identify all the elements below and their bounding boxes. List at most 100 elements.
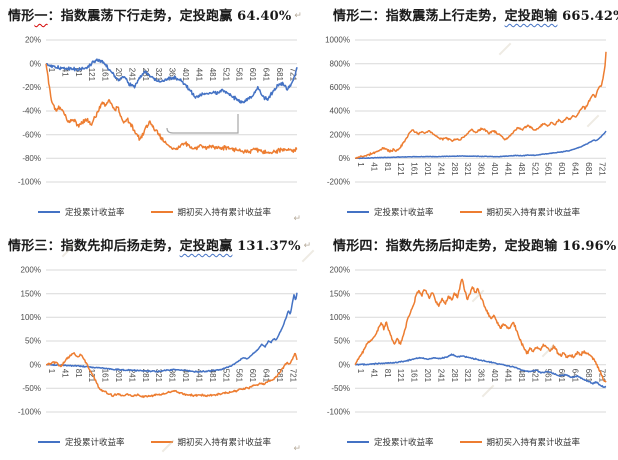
dca-line-swatch (346, 441, 369, 443)
svg-text:521: 521 (530, 369, 539, 383)
chart-panel-scenario-2: 情形二：指数震荡上行走势，定投跑输 665.42%↵ 1000% 800% 600%… (309, 0, 618, 230)
legend-label: 期初买入持有累计收益率 (486, 207, 581, 217)
svg-text:1: 1 (47, 68, 56, 73)
svg-text:401: 401 (490, 369, 499, 383)
svg-text:681: 681 (584, 369, 593, 383)
svg-text:241: 241 (127, 68, 136, 82)
buyhold-line-swatch (459, 211, 482, 213)
svg-text:321: 321 (463, 369, 472, 383)
dca-line-swatch (37, 211, 60, 213)
legend-item-buyhold: 期初买入持有累计收益率 (459, 206, 581, 218)
chart-legend: 定投累计收益率 期初买入持有累计收益率 ↵ (0, 194, 309, 230)
svg-text:0%: 0% (338, 360, 350, 369)
svg-text:-100%: -100% (18, 178, 41, 187)
title-text-red-squiggle: 一 (34, 9, 48, 24)
title-text-blue-squiggle: 定投跑赢 (179, 239, 233, 254)
svg-text:600%: 600% (330, 83, 350, 92)
svg-text:641: 641 (571, 162, 580, 176)
chart-legend: 定投累计收益率 期初买入持有累计收益率 (309, 424, 618, 460)
svg-text:-40%: -40% (22, 107, 41, 116)
svg-text:50%: 50% (25, 337, 41, 346)
svg-text:0%: 0% (338, 154, 350, 163)
line-chart-scenario-2: 1000% 800% 600% 400% 200% 0% -200% 1 41 81 121 161 2… (325, 36, 607, 187)
title-text: 情形 (8, 9, 35, 24)
svg-text:81: 81 (74, 369, 83, 378)
svg-text:681: 681 (275, 68, 284, 82)
buyhold-line-swatch (150, 441, 173, 443)
dca-line-swatch (346, 211, 369, 213)
svg-text:100%: 100% (21, 313, 41, 322)
title-text: 情形三：指数先抑后扬走势， (8, 239, 180, 254)
svg-text:-100%: -100% (18, 408, 41, 417)
legend-item-buyhold: 期初买入持有累计收益率 (150, 206, 272, 218)
svg-text:241: 241 (436, 369, 445, 383)
chart-title-scenario-3: 情形三：指数先抑后扬走势，定投跑赢 131.37% ↵ (0, 230, 311, 256)
svg-text:401: 401 (181, 369, 190, 383)
svg-text:100%: 100% (330, 313, 350, 322)
svg-text:441: 441 (503, 162, 512, 176)
svg-text:441: 441 (503, 369, 512, 383)
svg-text:481: 481 (517, 162, 526, 176)
svg-text:601: 601 (557, 162, 566, 176)
svg-text:201: 201 (423, 162, 432, 176)
svg-text:481: 481 (517, 369, 526, 383)
svg-text:121: 121 (87, 369, 96, 383)
svg-text:321: 321 (463, 162, 472, 176)
svg-text:0%: 0% (29, 59, 41, 68)
legend-label: 期初买入持有累计收益率 (177, 437, 272, 447)
svg-text:281: 281 (450, 162, 459, 176)
svg-text:401: 401 (490, 162, 499, 176)
svg-text:681: 681 (584, 162, 593, 176)
title-text: 131.37% (232, 239, 301, 254)
svg-text:321: 321 (154, 68, 163, 82)
svg-text:161: 161 (410, 369, 419, 383)
svg-text:-50%: -50% (22, 384, 41, 393)
svg-text:281: 281 (141, 369, 150, 383)
svg-text:161: 161 (101, 68, 110, 82)
legend-label: 定投累计收益率 (373, 207, 434, 217)
legend-item-buyhold: 期初买入持有累计收益率 (150, 436, 272, 448)
legend-item-dca: 定投累计收益率 (346, 206, 434, 218)
svg-text:-80%: -80% (22, 154, 41, 163)
svg-text:50%: 50% (334, 337, 350, 346)
legend-label: 定投累计收益率 (373, 437, 434, 447)
svg-text:150%: 150% (330, 289, 350, 298)
svg-text:20%: 20% (25, 36, 41, 45)
svg-text:641: 641 (262, 369, 271, 383)
svg-text:81: 81 (383, 162, 392, 171)
svg-text:121: 121 (396, 162, 405, 176)
svg-text:721: 721 (597, 162, 606, 176)
svg-text:121: 121 (87, 68, 96, 82)
svg-text:-100%: -100% (327, 408, 350, 417)
svg-text:1000%: 1000% (325, 36, 350, 45)
title-text-blue-squiggle: 定投跑输 (504, 9, 558, 24)
svg-text:-200%: -200% (327, 178, 350, 187)
svg-text:161: 161 (410, 162, 419, 176)
svg-text:41: 41 (369, 162, 378, 171)
legend-label: 期初买入持有累计收益率 (177, 207, 272, 217)
title-text: 665.42% (562, 9, 618, 24)
svg-text:521: 521 (221, 369, 230, 383)
chart-title-scenario-4: 情形四：指数先扬后抑走势，定投跑输 16.96%↵ (309, 230, 618, 256)
svg-text:81: 81 (74, 68, 83, 77)
legend-label: 期初买入持有累计收益率 (486, 437, 581, 447)
svg-text:161: 161 (101, 369, 110, 383)
svg-text:361: 361 (168, 68, 177, 82)
buyhold-line-swatch (459, 441, 482, 443)
svg-text:1: 1 (47, 369, 56, 374)
title-text: 情形四：指数先扬后抑走势，定投跑输 16.96% (333, 239, 617, 254)
svg-text:441: 441 (194, 68, 203, 82)
svg-text:800%: 800% (330, 59, 350, 68)
svg-text:81: 81 (383, 369, 392, 378)
title-text: 情形二：指数震荡上行走势， (333, 9, 505, 24)
svg-text:401: 401 (181, 68, 190, 82)
svg-text:721: 721 (288, 369, 297, 383)
chart-title-scenario-1: 情形一：指数震荡下行走势，定投跑赢 64.40% ↵ (0, 0, 309, 26)
svg-text:521: 521 (530, 162, 539, 176)
svg-text:601: 601 (248, 369, 257, 383)
svg-text:561: 561 (235, 369, 244, 383)
svg-text:201: 201 (114, 369, 123, 383)
title-text: ：指数震荡下行走势，定投跑赢 64.40% (47, 9, 292, 24)
svg-text:41: 41 (60, 68, 69, 77)
